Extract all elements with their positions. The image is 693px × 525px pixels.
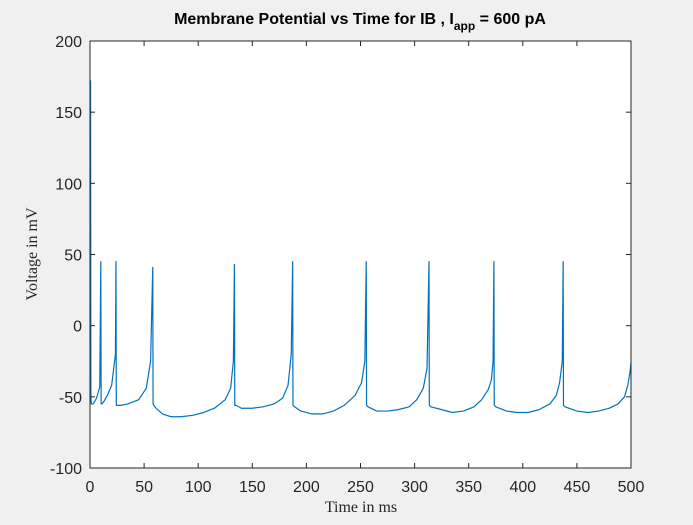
x-tick-label: 150 bbox=[239, 479, 266, 496]
chart-title: Membrane Potential vs Time for IB , Iapp… bbox=[174, 11, 546, 33]
y-tick-label: -100 bbox=[50, 461, 82, 478]
title-main: Membrane Potential vs Time for IB , I bbox=[174, 11, 454, 28]
title-tail: = 600 pA bbox=[475, 11, 546, 28]
x-tick-label: 200 bbox=[293, 479, 320, 496]
voltage-series-line bbox=[90, 80, 631, 418]
x-tick-label: 0 bbox=[86, 479, 95, 496]
y-tick-label: -50 bbox=[59, 390, 82, 407]
title-subscript: app bbox=[454, 19, 475, 33]
series-layer bbox=[90, 80, 631, 418]
x-tick-label: 250 bbox=[347, 479, 374, 496]
x-tick-label: 450 bbox=[564, 479, 591, 496]
x-tick-label: 50 bbox=[135, 479, 153, 496]
y-tick-label: 150 bbox=[55, 105, 82, 122]
y-tick-label: 200 bbox=[55, 34, 82, 51]
x-tick-label: 300 bbox=[401, 479, 428, 496]
x-tick-label: 100 bbox=[185, 479, 212, 496]
y-tick-label: 100 bbox=[55, 176, 82, 193]
x-axis-label: Time in ms bbox=[325, 499, 397, 516]
y-axis: -100 -50 0 50 100 150 200 bbox=[50, 34, 631, 478]
x-tick-label: 500 bbox=[618, 479, 645, 496]
y-axis-label: Voltage in mV bbox=[24, 207, 41, 300]
x-axis: 0 50 100 150 200 250 300 350 400 450 500 bbox=[86, 41, 645, 496]
x-tick-label: 400 bbox=[509, 479, 536, 496]
x-tick-label: 350 bbox=[455, 479, 482, 496]
axes-background bbox=[90, 41, 631, 468]
y-tick-label: 50 bbox=[64, 248, 82, 265]
y-tick-label: 0 bbox=[73, 319, 82, 336]
